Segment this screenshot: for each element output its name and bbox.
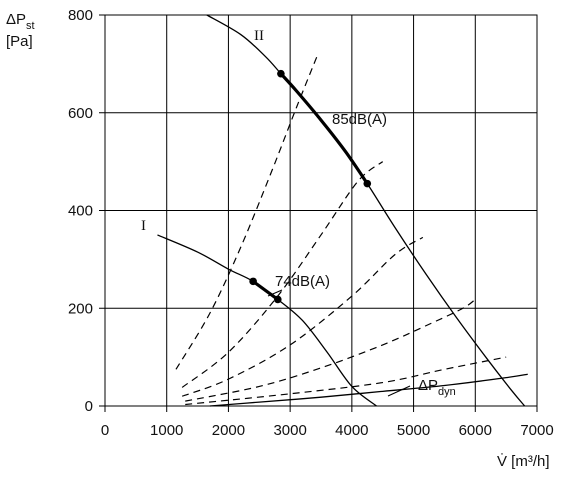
y-axis-label-top: ΔPst xyxy=(6,11,35,32)
y-tick-labels: 0 200 400 600 800 xyxy=(68,7,93,415)
y-tick-label: 600 xyxy=(68,105,93,122)
curve-I-line xyxy=(157,234,377,407)
annotation-85dba-leader xyxy=(311,107,319,119)
system-curve xyxy=(181,161,384,388)
x-tick-label: 0 xyxy=(101,422,109,439)
dynamic-pressure-label: ΔPdyn xyxy=(418,377,456,398)
x-tick-label: 4000 xyxy=(335,422,368,439)
curve-I-label: I xyxy=(141,218,146,234)
curve-II-label: II xyxy=(254,28,264,44)
x-tick-label: 6000 xyxy=(459,422,492,439)
system-curve xyxy=(185,356,507,406)
curve-I-operating-range xyxy=(252,280,279,301)
curve-II-range-end-point xyxy=(363,179,372,188)
y-tick-label: 400 xyxy=(68,203,93,220)
annotation-85dba: 85dB(A) xyxy=(332,111,387,128)
annotation-74dba: 74dB(A) xyxy=(275,273,330,290)
system-curve xyxy=(185,298,476,402)
x-axis-label: V̇ [m³/h] xyxy=(497,453,550,470)
plot-grid xyxy=(99,14,538,412)
curve-II-operating-range xyxy=(279,72,369,185)
y-tick-label: 0 xyxy=(85,398,93,415)
x-tick-label: 2000 xyxy=(212,422,245,439)
annotation-74dba-leader xyxy=(267,289,283,297)
x-tick-label: 7000 xyxy=(520,422,553,439)
curve-II-range-start-point xyxy=(277,69,285,78)
x-tick-label: 3000 xyxy=(273,422,306,439)
system-curves xyxy=(175,53,507,406)
x-tick-label: 1000 xyxy=(150,422,183,439)
x-tick-labels: 0 1000 2000 3000 4000 5000 6000 7000 xyxy=(101,422,554,439)
system-curve xyxy=(181,236,424,397)
plot-frame xyxy=(104,14,538,407)
y-axis-label-subscript: st xyxy=(26,20,35,32)
y-axis-label-unit: [Pa] xyxy=(6,33,33,50)
dynamic-pressure-curve-line xyxy=(209,373,528,407)
x-tick-label: 5000 xyxy=(397,422,430,439)
dynamic-pressure-leader xyxy=(387,385,411,397)
curve-I-range-end-point xyxy=(274,295,282,304)
y-tick-label: 800 xyxy=(68,7,93,24)
fan-curves xyxy=(157,14,528,407)
curve-I-range-start-point xyxy=(249,277,257,286)
system-curve xyxy=(175,53,319,370)
y-tick-label: 200 xyxy=(68,300,93,317)
dynamic-pressure-subscript: dyn xyxy=(438,386,456,398)
